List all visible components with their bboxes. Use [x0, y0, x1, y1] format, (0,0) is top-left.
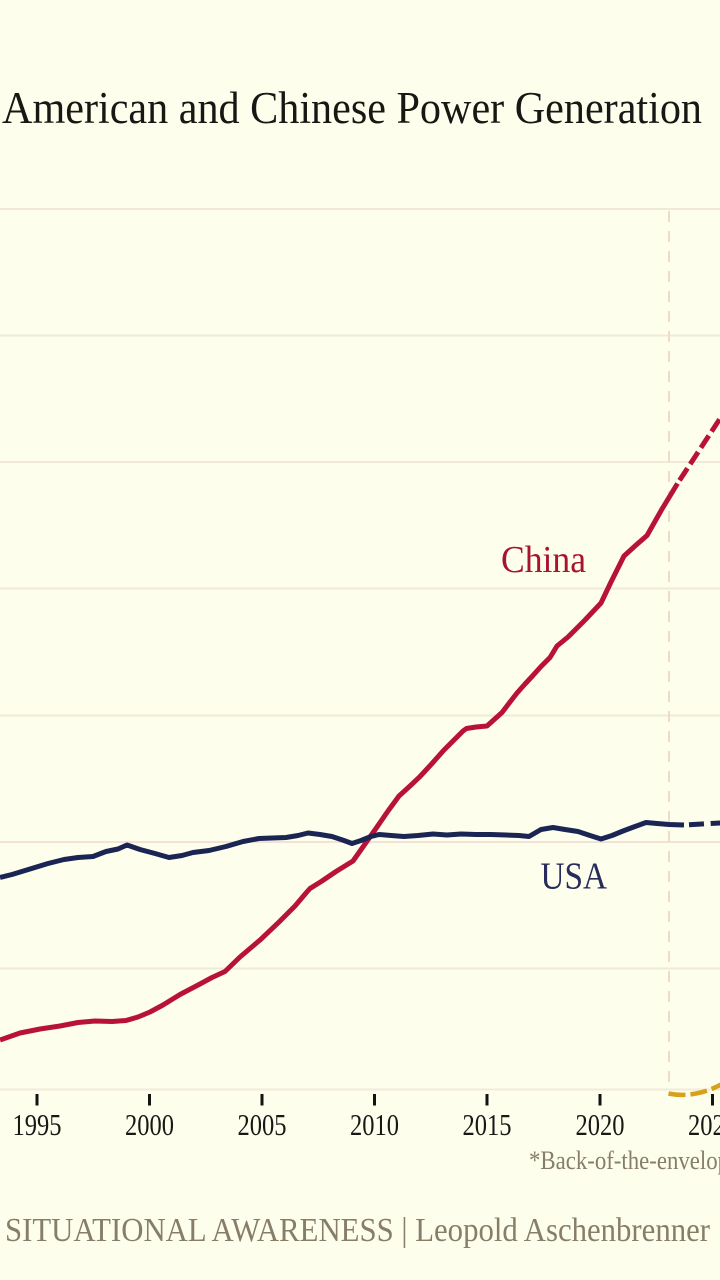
svg-text:2015: 2015 — [463, 1107, 512, 1142]
svg-text:2005: 2005 — [238, 1107, 287, 1142]
svg-text:2000: 2000 — [125, 1107, 174, 1142]
svg-text:2010: 2010 — [350, 1107, 399, 1142]
svg-text:USA: USA — [541, 856, 608, 898]
svg-text:2025: 2025 — [688, 1107, 720, 1142]
svg-text:American and Chinese Power Gen: American and Chinese Power Generation — [2, 83, 702, 133]
svg-text:*Back-of-the-envelop: *Back-of-the-envelop — [529, 1146, 720, 1175]
svg-text:2020: 2020 — [576, 1107, 625, 1142]
svg-text:China: China — [501, 539, 586, 581]
svg-text:1995: 1995 — [13, 1107, 62, 1142]
svg-text:SITUATIONAL AWARENESS | Leopol: SITUATIONAL AWARENESS | Leopold Aschenbr… — [5, 1212, 711, 1249]
